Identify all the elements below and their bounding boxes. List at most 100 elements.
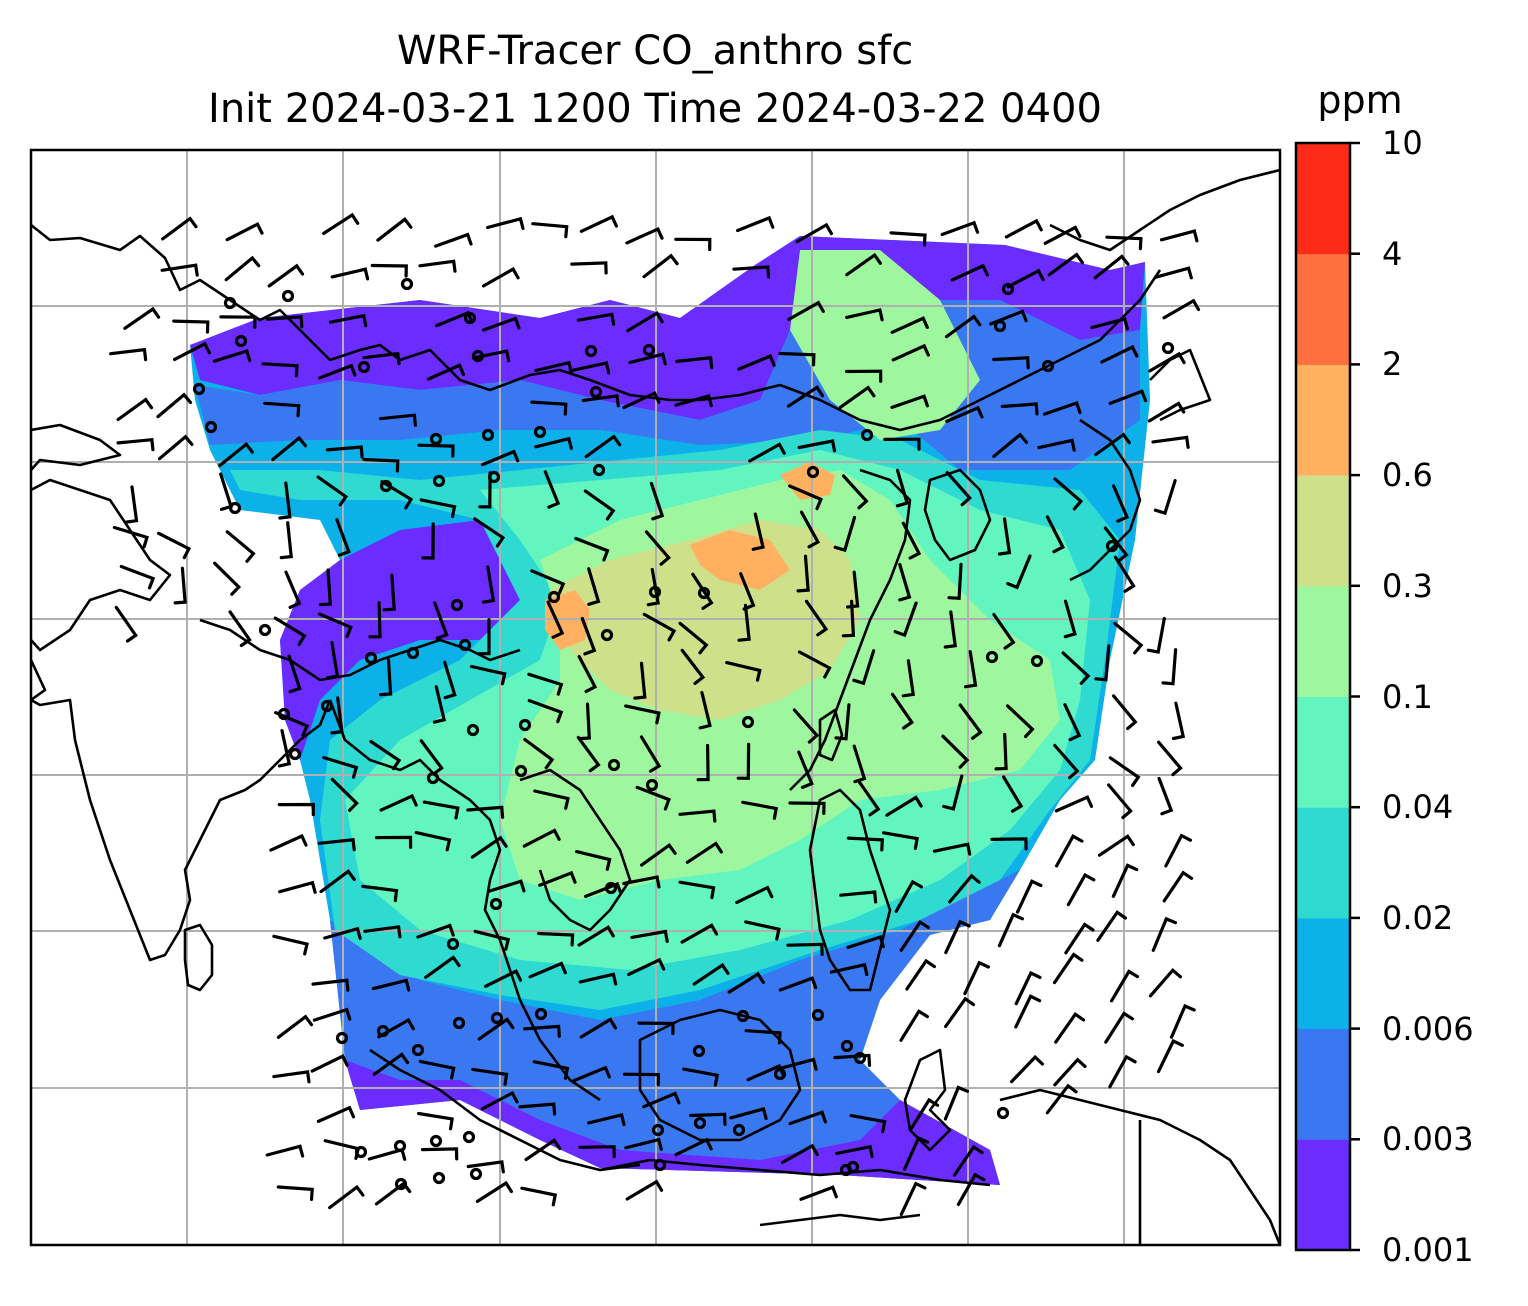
wind-barb [964, 650, 978, 689]
wind-barb [1164, 833, 1192, 868]
wind-barb [1162, 870, 1194, 903]
wind-barb [748, 442, 786, 463]
wind-barb [692, 962, 730, 986]
wind-barb [624, 704, 661, 725]
wind-barb [944, 919, 971, 955]
coastline-caspian [31, 423, 122, 471]
wind-barb [644, 530, 671, 566]
wind-barb [367, 1147, 407, 1161]
coastline-philippines [808, 788, 892, 992]
colorbar-swatch [1296, 585, 1350, 697]
wind-barb [277, 802, 315, 817]
wind-barb [698, 690, 712, 730]
wind-barb [963, 960, 990, 996]
wind-barb [737, 354, 776, 371]
wind-barb [335, 518, 351, 557]
colorbar-tick-label: 2 [1382, 345, 1403, 384]
wind-barb [1151, 916, 1178, 952]
wind-barbs [109, 212, 1201, 1216]
wind-barb [992, 356, 1030, 370]
wind-barb [417, 1111, 454, 1131]
wind-barb [642, 612, 677, 642]
wind-barb [799, 510, 821, 549]
calm-wind-circle [406, 646, 420, 660]
wind-barb [1055, 834, 1084, 868]
wind-barb [788, 801, 826, 815]
wind-barb [997, 912, 1024, 948]
wind-barb [382, 573, 396, 612]
wind-barb [330, 267, 370, 281]
wind-barb [1047, 252, 1085, 277]
wind-barb [527, 672, 564, 696]
wind-barb [779, 1057, 818, 1071]
colorbar-tick-label: 0.006 [1382, 1009, 1474, 1048]
wind-barb [678, 809, 717, 823]
wind-barb [1053, 477, 1084, 511]
wind-barb [797, 750, 814, 789]
wind-barb [674, 1137, 713, 1157]
calm-wind-circle [490, 1011, 504, 1025]
colorbar-tick-label: 0.003 [1382, 1120, 1474, 1159]
wind-barb [901, 659, 916, 698]
wind-barb [469, 664, 507, 686]
wind-barb [1103, 526, 1129, 563]
wind-barb [284, 570, 302, 609]
colorbar-tick-label: 4 [1382, 234, 1403, 273]
wind-barb [627, 957, 666, 976]
wind-barb [685, 841, 723, 864]
wind-barb [579, 214, 618, 233]
wind-barb [471, 349, 511, 363]
colorbar-swatch [1296, 253, 1350, 365]
wind-barb [372, 1052, 410, 1076]
wind-barb [416, 923, 455, 939]
wind-barb [279, 521, 293, 560]
wind-barb [1148, 351, 1186, 373]
wind-barb [316, 1105, 356, 1123]
wind-barb [1093, 254, 1130, 280]
wind-barb [173, 341, 211, 361]
calm-wind-circle [645, 778, 659, 792]
wind-barb [443, 660, 457, 700]
wind-barb [475, 1180, 513, 1203]
wind-barb [1004, 218, 1043, 239]
wind-barb [418, 259, 457, 273]
wind-barb [419, 739, 444, 776]
wind-barb [781, 1143, 819, 1164]
map-frame [29, 148, 1282, 1247]
wind-barb [945, 405, 984, 423]
wind-barb [276, 1014, 314, 1039]
calm-wind-circle [697, 586, 711, 600]
calm-wind-circle [450, 598, 464, 612]
wind-barb [1054, 1011, 1086, 1044]
wind-barb [116, 437, 155, 452]
wind-barb [950, 263, 989, 282]
wind-barb [328, 1184, 365, 1210]
wind-barb [362, 457, 400, 473]
wind-barb [624, 1137, 663, 1151]
wind-barb [622, 875, 661, 889]
wind-barb [787, 385, 825, 408]
wind-barb [944, 996, 976, 1029]
wind-barb [990, 837, 1028, 851]
wind-barb [362, 351, 401, 366]
wind-barb [846, 836, 884, 852]
wind-barb [1064, 922, 1095, 955]
wind-barb [941, 734, 970, 769]
wind-barb [125, 485, 139, 524]
wind-barb [273, 616, 307, 646]
calm-wind-circle [592, 463, 606, 477]
wind-barb [637, 1021, 675, 1036]
wind-barb [1045, 515, 1065, 554]
wind-barb [1146, 616, 1166, 654]
wind-barb [1045, 1083, 1078, 1115]
wind-barb [1090, 317, 1129, 331]
coastline-sulawesi [903, 1048, 952, 1152]
wind-barb [1171, 701, 1186, 741]
calm-wind-circle [736, 1009, 750, 1023]
calm-wind-circle [589, 385, 603, 399]
calm-wind-circle [514, 764, 528, 778]
wind-barb [1162, 298, 1201, 320]
wind-barb [640, 842, 677, 867]
wind-barb [421, 522, 435, 560]
